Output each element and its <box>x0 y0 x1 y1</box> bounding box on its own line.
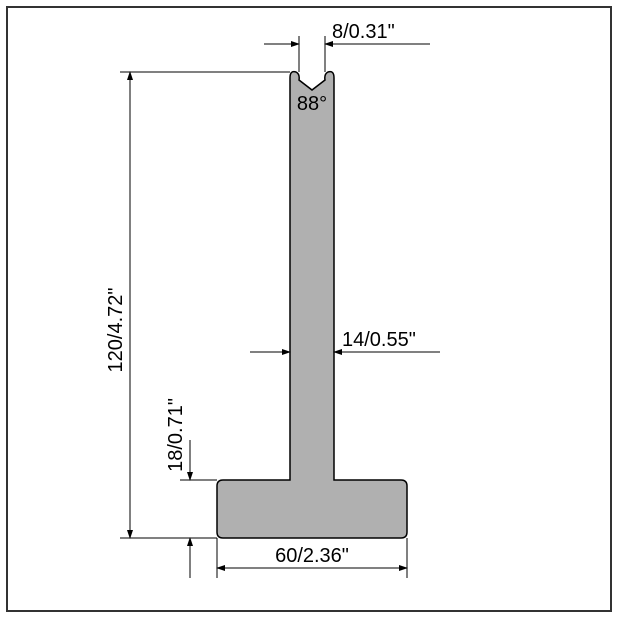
dim-stem-width: 14/0.55" <box>250 329 440 352</box>
engineering-diagram: 120/4.72" 18/0.71" 60/2.36" 14/0.55" 8/0… <box>0 0 618 618</box>
dim-base-height: 18/0.71" <box>165 398 217 578</box>
dim-label-height: 120/4.72" <box>105 288 127 373</box>
dim-label-base-width: 60/2.36" <box>275 545 349 567</box>
dim-label-stem-width: 14/0.55" <box>342 329 416 351</box>
dim-label-vnotch-width: 8/0.31" <box>332 21 395 43</box>
dim-vnotch-width: 8/0.31" <box>264 21 430 72</box>
dim-base-width: 60/2.36" <box>217 538 407 578</box>
dim-label-base-height: 18/0.71" <box>165 398 187 472</box>
dim-overall-height: 120/4.72" <box>105 72 290 538</box>
dim-label-angle: 88° <box>297 93 327 115</box>
t-die-shape <box>217 72 407 538</box>
